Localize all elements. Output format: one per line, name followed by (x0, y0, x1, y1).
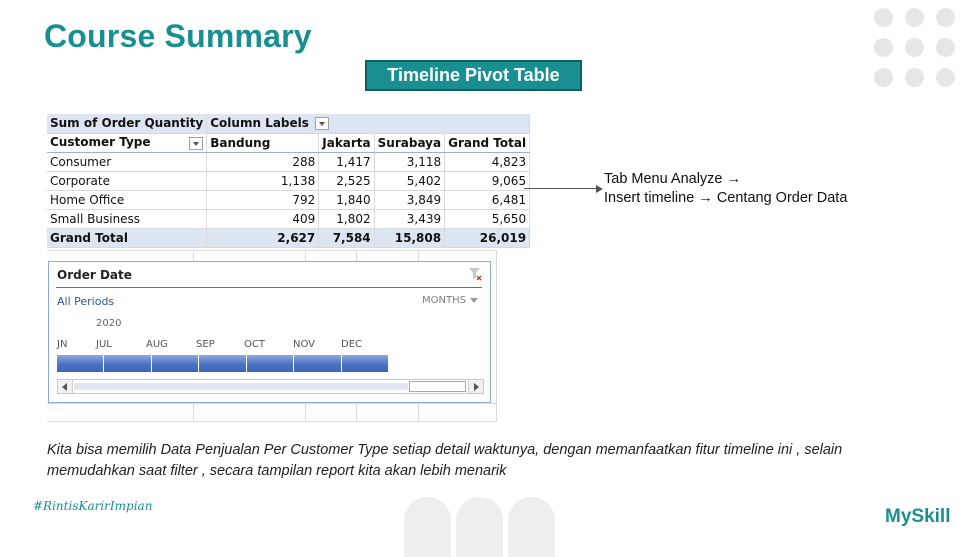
timeline-month: OCT (244, 339, 265, 350)
table-row: Corporate 1,138 2,525 5,402 9,065 (47, 171, 531, 191)
row-label: Home Office (47, 190, 208, 210)
table-row: Small Business 409 1,802 3,439 5,650 (47, 209, 531, 229)
pivot-header-row: Sum of Order Quantity Column Labels (47, 114, 531, 134)
section-badge: Timeline Pivot Table (365, 60, 582, 91)
selected-periods-label: All Periods (57, 295, 115, 308)
cell: 2,627 (206, 227, 320, 248)
cell: 5,650 (444, 209, 531, 229)
caption-text: Kita bisa memilih Data Penjualan Per Cus… (47, 442, 843, 479)
page-title: Course Summary (44, 18, 312, 54)
hashtag: #RintisKarirImpian (33, 499, 153, 513)
cell: 15,808 (374, 227, 446, 248)
column-header: Surabaya (374, 133, 446, 153)
timeline-slicer[interactable]: Order Date All Periods MONTHS 2020 JN JU… (48, 261, 491, 403)
timeline-month-segment[interactable] (341, 355, 389, 372)
timeline-month: DEC (341, 339, 363, 350)
row-label: Small Business (47, 209, 208, 229)
row-label: Grand Total (47, 227, 208, 248)
instruction-line: Tab Menu Analyze → (604, 171, 742, 187)
decorative-shapes (404, 497, 556, 557)
instruction-note: Tab Menu Analyze → Insert timeline → Cen… (604, 170, 847, 208)
grand-total-row: Grand Total 2,627 7,584 15,808 26,019 (47, 227, 531, 248)
timeline-title: Order Date (57, 268, 132, 282)
decorative-dots (872, 6, 960, 90)
cell: 409 (206, 209, 320, 229)
timeline-month-segment[interactable] (151, 355, 200, 372)
cell: 9,065 (444, 171, 531, 191)
cell: 1,417 (318, 152, 375, 172)
timeline-month: JUL (96, 339, 112, 350)
scroll-track[interactable] (74, 383, 408, 390)
cell: 3,849 (374, 190, 446, 210)
arrow-right-icon (596, 185, 603, 193)
cell: 288 (206, 152, 320, 172)
timeline-month-segment[interactable] (294, 355, 342, 372)
column-labels-cell[interactable]: Column Labels (206, 114, 531, 134)
chevron-down-icon (470, 297, 478, 303)
column-header: Grand Total (444, 133, 531, 153)
row-labels-dropdown-icon[interactable] (189, 137, 204, 150)
timeline-month: SEP (196, 339, 215, 350)
timeline-month: NOV (293, 339, 316, 350)
brand-logo: MySkill (885, 506, 951, 527)
cell: 5,402 (374, 171, 446, 191)
timeline-month-segment[interactable] (199, 355, 247, 372)
timeline-month: AUG (146, 339, 168, 350)
row-label: Consumer (47, 152, 208, 172)
timeline-month-segment[interactable] (57, 355, 105, 372)
pivot-table: Sum of Order Quantity Column Labels Cust… (47, 114, 531, 248)
value-field-label: Sum of Order Quantity (47, 114, 208, 134)
cell: 7,584 (318, 227, 375, 248)
timeline-month-segment[interactable] (104, 355, 152, 372)
timeline-month-segment[interactable] (246, 355, 295, 372)
timeline-month: JN (57, 339, 68, 350)
time-level-selector[interactable]: MONTHS (422, 295, 478, 306)
pivot-column-header-row: Customer Type Bandung Jakarta Surabaya G… (47, 133, 531, 153)
cell: 3,439 (374, 209, 446, 229)
timeline-scrollbar[interactable] (57, 379, 484, 394)
cell: 1,840 (318, 190, 375, 210)
pointer-arrow-line (524, 188, 597, 189)
column-header: Bandung (206, 133, 320, 153)
timeline-header-rule (56, 287, 482, 288)
timeline-year: 2020 (96, 318, 122, 329)
cell: 1,802 (318, 209, 375, 229)
row-label: Corporate (47, 171, 208, 191)
column-header: Jakarta (318, 133, 375, 153)
cell: 2,525 (318, 171, 375, 191)
scroll-right-icon[interactable] (468, 380, 483, 393)
row-labels-cell[interactable]: Customer Type (47, 133, 208, 153)
filter-clear-icon[interactable] (468, 267, 482, 281)
scroll-thumb[interactable] (409, 381, 466, 392)
timeline-selection-bar[interactable] (57, 355, 389, 372)
instruction-line: Insert timeline → Centang Order Data (604, 190, 848, 206)
cell: 26,019 (444, 227, 531, 248)
scroll-left-icon[interactable] (58, 380, 73, 393)
column-labels-dropdown-icon[interactable] (314, 117, 329, 131)
cell: 792 (206, 190, 320, 210)
table-row: Consumer 288 1,417 3,118 4,823 (47, 152, 531, 172)
table-row: Home Office 792 1,840 3,849 6,481 (47, 190, 531, 210)
cell: 4,823 (444, 152, 531, 172)
cell: 1,138 (206, 171, 320, 191)
cell: 6,481 (444, 190, 531, 210)
cell: 3,118 (374, 152, 446, 172)
